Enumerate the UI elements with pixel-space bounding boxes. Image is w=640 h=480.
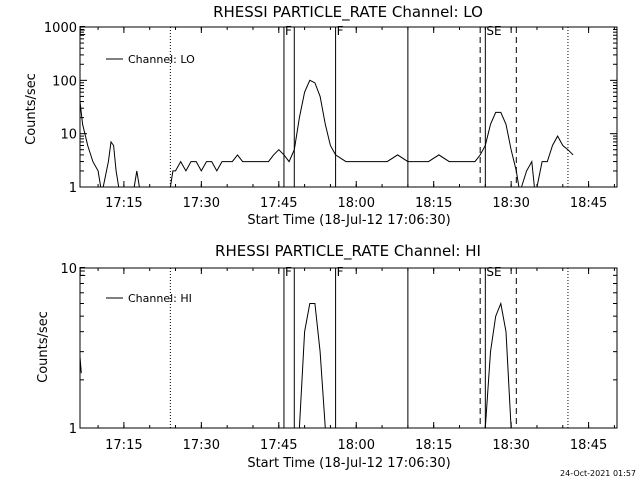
lo-x-tick-label: 18:15 xyxy=(415,196,452,211)
timestamp: 24-Oct-2021 01:57 xyxy=(560,469,636,478)
hi-x-tick-label: 18:00 xyxy=(338,438,375,453)
lo-plot-frame xyxy=(79,26,618,188)
lo-series-line xyxy=(102,140,120,188)
lo-series-line xyxy=(169,79,520,188)
lo-x-tick-label: 17:30 xyxy=(183,196,220,211)
lo-x-tick-label: 18:45 xyxy=(570,196,607,211)
lo-y-tick-label: 1000 xyxy=(44,21,77,36)
lo-x-tick-label: 18:00 xyxy=(338,196,375,211)
hi-y-tick-label: 1 xyxy=(69,422,77,437)
lo-x-tick-label: 17:45 xyxy=(260,196,297,211)
hi-x-tick-label: 17:15 xyxy=(105,438,142,453)
hi-series-line xyxy=(79,356,82,374)
lo-y-tick-label: 1 xyxy=(69,181,77,196)
hi-flag-label: F xyxy=(337,265,344,279)
hi-y-axis-label: Counts/sec xyxy=(36,311,51,383)
hi-x-tick-label: 17:45 xyxy=(260,438,297,453)
lo-x-tick-label: 17:15 xyxy=(105,196,142,211)
hi-series-line xyxy=(298,303,326,429)
lo-channel-panel: RHESSI PARTICLE_RATE Channel: LO Start T… xyxy=(24,3,618,228)
lo-chart-title: RHESSI PARTICLE_RATE Channel: LO xyxy=(213,3,483,22)
lo-series-line xyxy=(521,159,535,188)
hi-flag-label: E xyxy=(78,265,86,279)
hi-plot-frame xyxy=(79,267,618,429)
hi-chart-title: RHESSI PARTICLE_RATE Channel: HI xyxy=(215,242,481,261)
lo-flag-label: F xyxy=(285,24,292,38)
lo-flag-label: SE xyxy=(486,24,501,38)
lo-y-tick-label: 10 xyxy=(60,128,77,143)
lo-x-tick-label: 18:30 xyxy=(492,196,529,211)
lo-series-line xyxy=(536,135,574,188)
lo-series-line xyxy=(133,170,140,188)
hi-channel-panel: RHESSI PARTICLE_RATE Channel: HI Start T… xyxy=(36,242,618,471)
lo-legend-label: Channel: LO xyxy=(128,53,195,66)
lo-flag-label: F xyxy=(337,24,344,38)
hi-x-tick-label: 17:30 xyxy=(183,438,220,453)
hi-x-tick-label: 18:30 xyxy=(492,438,529,453)
hi-series-line xyxy=(484,301,512,429)
hi-flag-label: SE xyxy=(486,265,501,279)
hi-x-axis-label: Start Time (18-Jul-12 17:06:30) xyxy=(247,456,450,471)
lo-series-line xyxy=(79,101,102,188)
lo-x-axis-label: Start Time (18-Jul-12 17:06:30) xyxy=(247,213,450,228)
lo-flag-label: E xyxy=(78,24,86,38)
hi-y-tick-label: 10 xyxy=(60,262,77,277)
hi-flag-label: F xyxy=(285,265,292,279)
lo-y-axis-label: Counts/sec xyxy=(24,73,39,145)
hi-x-tick-label: 18:15 xyxy=(415,438,452,453)
lo-y-tick-label: 100 xyxy=(52,74,77,89)
hi-x-tick-label: 18:45 xyxy=(570,438,607,453)
hi-legend-label: Channel: HI xyxy=(128,292,192,305)
